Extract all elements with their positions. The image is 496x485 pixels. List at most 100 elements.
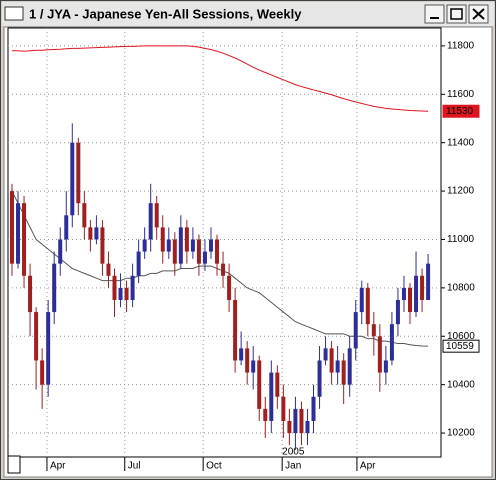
candle-body bbox=[52, 263, 57, 313]
candle-body bbox=[353, 312, 358, 349]
candle-body bbox=[323, 348, 328, 361]
candle-body bbox=[281, 396, 286, 421]
maximize-box[interactable] bbox=[446, 4, 467, 24]
candle-body bbox=[408, 287, 413, 313]
year-label: 2005 bbox=[282, 447, 305, 458]
candle-body bbox=[22, 203, 27, 276]
candle-body bbox=[233, 299, 238, 361]
candle-body bbox=[142, 239, 147, 252]
y-tick-label: 11400 bbox=[447, 137, 475, 148]
maximize-icon bbox=[450, 8, 463, 20]
candle-body bbox=[395, 299, 400, 325]
candle-body bbox=[178, 227, 183, 264]
candle-body bbox=[202, 251, 207, 264]
x-tick-label: Apr bbox=[360, 461, 376, 472]
y-tick-label: 10200 bbox=[447, 428, 475, 439]
candle-body bbox=[287, 420, 292, 434]
candle-body bbox=[347, 348, 352, 385]
app-icon bbox=[4, 6, 24, 21]
y-tick-label: 11200 bbox=[447, 186, 475, 197]
candle-body bbox=[335, 360, 340, 373]
candle-body bbox=[166, 239, 171, 252]
candle-body bbox=[46, 312, 51, 385]
close-icon bbox=[472, 8, 485, 20]
x-tick-label: Apr bbox=[50, 461, 66, 472]
candle-body bbox=[317, 360, 322, 397]
candle-body bbox=[160, 227, 165, 252]
candle-body bbox=[311, 396, 316, 421]
candle-body bbox=[130, 275, 135, 300]
candle-body bbox=[401, 287, 406, 300]
candle-body bbox=[184, 227, 189, 252]
candle-body bbox=[28, 275, 33, 313]
candle-body bbox=[64, 215, 69, 240]
candle-body bbox=[196, 239, 201, 264]
x-tick-label: Jan bbox=[285, 461, 301, 472]
candle-body bbox=[299, 408, 304, 434]
candle-body bbox=[245, 348, 250, 373]
candle-body bbox=[88, 227, 93, 240]
candle-body bbox=[275, 372, 280, 397]
title-bar bbox=[2, 2, 494, 26]
candle-body bbox=[16, 203, 21, 264]
candle-body bbox=[341, 360, 346, 385]
x-tick-label: Jul bbox=[128, 461, 141, 472]
candle-body bbox=[136, 251, 141, 276]
candle-body bbox=[34, 312, 39, 361]
close-button[interactable] bbox=[468, 4, 489, 24]
maximize-button[interactable] bbox=[446, 4, 467, 24]
candle-body bbox=[365, 287, 370, 325]
candle-body bbox=[383, 360, 388, 373]
candle-body bbox=[371, 324, 376, 337]
candle-body bbox=[112, 275, 117, 300]
candle-body bbox=[76, 142, 81, 204]
corner-box bbox=[7, 455, 21, 474]
candle-body bbox=[82, 203, 87, 228]
plot-area bbox=[7, 27, 442, 458]
candle-body bbox=[40, 360, 45, 385]
minimize-box[interactable] bbox=[424, 4, 445, 24]
y-tick-label: 11800 bbox=[447, 41, 475, 52]
candle-body bbox=[377, 336, 382, 373]
candle-body bbox=[124, 287, 129, 300]
candle-body bbox=[208, 239, 213, 252]
candle-body bbox=[70, 142, 75, 216]
candle-body bbox=[118, 287, 123, 300]
candle-body bbox=[100, 227, 105, 264]
candle-body bbox=[9, 191, 14, 264]
candle-body bbox=[389, 324, 394, 361]
x-tick-label: Oct bbox=[206, 461, 222, 472]
candle-body bbox=[414, 275, 419, 313]
y-tick-label: 11600 bbox=[447, 89, 475, 100]
candle-body bbox=[329, 348, 334, 373]
candle-body bbox=[190, 239, 195, 252]
last-value-box bbox=[442, 104, 480, 118]
candle-body bbox=[227, 275, 232, 300]
window-title: 1 / JYA - Japanese Yen-All Sessions, Wee… bbox=[29, 6, 302, 21]
candle-body bbox=[221, 263, 226, 276]
last-value-label: 10559 bbox=[446, 341, 474, 352]
candle-body bbox=[58, 239, 63, 264]
candle-body bbox=[263, 408, 268, 421]
candle-body bbox=[251, 360, 256, 373]
candle-body bbox=[215, 239, 220, 264]
candle-body bbox=[239, 348, 244, 361]
candle-body bbox=[106, 263, 111, 276]
last-value-label: 11530 bbox=[446, 106, 474, 117]
candle-body bbox=[154, 203, 159, 228]
candle-body bbox=[257, 360, 262, 409]
candle-body bbox=[293, 408, 298, 434]
candle-body bbox=[420, 275, 425, 300]
y-tick-label: 11000 bbox=[447, 234, 475, 245]
moving-average bbox=[11, 45, 429, 112]
candle-body bbox=[269, 372, 274, 421]
candle-body bbox=[94, 227, 99, 240]
y-tick-label: 10400 bbox=[447, 379, 475, 390]
candle-body bbox=[305, 420, 310, 434]
candle-body bbox=[426, 263, 431, 300]
candle-body bbox=[172, 239, 177, 264]
minimize-button[interactable] bbox=[424, 4, 445, 24]
y-tick-label: 10800 bbox=[447, 283, 475, 294]
candle-body bbox=[148, 203, 153, 240]
